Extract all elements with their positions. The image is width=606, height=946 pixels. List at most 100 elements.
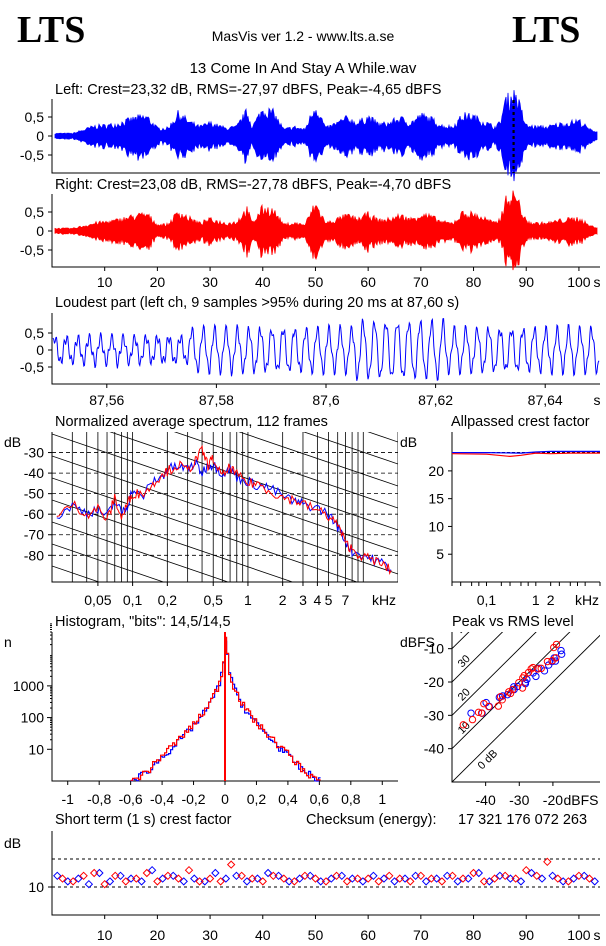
short-crest-point-left — [379, 874, 389, 883]
short-crest-point-right — [437, 877, 447, 886]
short-crest-yunit: dB — [4, 835, 21, 851]
short-crest-point-right — [205, 874, 215, 883]
short-crest-point-left — [53, 871, 62, 881]
peak-rms-point-right — [537, 664, 545, 673]
short-crest-point-right — [174, 874, 183, 883]
loudest-xtick-label: 87,62 — [418, 392, 453, 408]
short-crest-point-right — [321, 877, 331, 886]
spectrum-xtick-label: 7 — [342, 592, 350, 608]
short-crest-point-right — [79, 871, 88, 881]
spectrum-xtick-label: 0,2 — [158, 592, 178, 608]
short-crest-point-right — [427, 874, 436, 883]
peak-rms-point-right — [519, 674, 527, 682]
short-crest-point-right — [153, 877, 162, 886]
short-crest-point-right — [216, 877, 225, 886]
short-crest-point-right — [585, 874, 594, 883]
short-crest-xtick-label: 80 — [466, 927, 482, 943]
spectrum-axes — [51, 432, 398, 583]
peak-rms-ytick-label: -40 — [424, 741, 444, 757]
spectrum-ytick-label: -60 — [24, 506, 44, 522]
histogram-yunit: n — [4, 634, 12, 650]
peak-rms-point-right — [506, 689, 515, 698]
right_waveform-ytick-label: 0 — [36, 223, 44, 239]
peak-rms-xunit: dBFS — [563, 792, 598, 808]
peak-rms-point-right — [494, 702, 503, 710]
histogram-xtick-label: -0,8 — [87, 791, 111, 807]
short-crest-point-right — [248, 874, 257, 883]
short-crest-point-right — [68, 877, 78, 886]
peak-rms-ytick-label: -10 — [424, 641, 444, 657]
short-crest-point-left — [84, 879, 94, 889]
short-crest-point-right — [490, 874, 499, 883]
spectrum-xtick-label: 4 — [313, 592, 321, 608]
short-crest-point-right — [500, 871, 510, 881]
short-crest-point-right — [553, 874, 563, 883]
short-crest-point-right — [269, 871, 278, 881]
loudest-ytick-label: 0 — [36, 342, 44, 358]
spectrum-slope-line — [52, 543, 165, 582]
short-crest-point-left — [179, 877, 188, 886]
spectrum-xtick-label: 0,5 — [203, 592, 223, 608]
peak-rms-point-right — [543, 657, 552, 666]
time-xtick-label: 90 — [518, 274, 534, 290]
short-crest-point-right — [142, 868, 152, 878]
allpassed-ytick-label: 15 — [428, 491, 444, 507]
peak-rms-point-right — [477, 709, 486, 717]
short-crest-point-right — [290, 877, 299, 886]
short-crest-point-left — [548, 871, 557, 881]
spectrum-xtick-label: 2 — [279, 592, 287, 608]
allpassed-xtick-label: 1 — [532, 592, 540, 608]
left-waveform-title: Left: Crest=23,32 dB, RMS=-27,97 dBFS, P… — [55, 82, 442, 98]
spectrum-slope-line — [52, 148, 398, 266]
peak-rms-xtick-label: -40 — [476, 792, 496, 808]
short-crest-point-right — [132, 874, 141, 883]
time-xtick-label: 60 — [360, 274, 376, 290]
short-crest-point-left — [537, 874, 547, 883]
short-crest-point-right — [532, 871, 541, 881]
peak-rms-point-right — [459, 721, 467, 729]
spectrum-slope-line — [52, 455, 398, 575]
peak-rms-point-right — [529, 663, 537, 672]
short-crest-point-right — [100, 879, 109, 889]
short-crest-xunit: s — [594, 927, 601, 943]
left_waveform-ytick-label: -0,5 — [20, 147, 44, 163]
allpassed-xunit: kHz — [575, 592, 599, 608]
spectrum-xtick-label: 3 — [299, 592, 307, 608]
time-xtick-label: 50 — [308, 274, 324, 290]
loudest-xtick-label: 87,58 — [199, 392, 234, 408]
histogram-title: Histogram, "bits": 14,5/14,5 — [55, 614, 231, 630]
short-crest-xtick-label: 70 — [413, 927, 429, 943]
short-crest-point-right — [448, 871, 457, 881]
crest-line-label: 20 — [456, 686, 473, 703]
spectrum-slope-line — [52, 499, 294, 582]
short-crest-point-left — [158, 874, 167, 883]
checksum-label: Checksum (energy): — [306, 812, 437, 828]
left_waveform-ytick-label: 0,5 — [25, 109, 45, 125]
short-crest-axes — [51, 831, 600, 916]
peak-rms-point-right — [496, 693, 505, 701]
peak-rms-point-right — [533, 665, 542, 673]
peak-rms-point-right — [468, 715, 477, 724]
short-crest-point-left — [590, 877, 599, 886]
short-crest-point-left — [527, 868, 536, 878]
peak-rms-point-right — [552, 640, 561, 649]
spectrum-slope-line — [302, 432, 398, 465]
left_waveform-ytick-label: 0 — [36, 128, 44, 144]
short-crest-point-left — [147, 865, 157, 875]
short-crest-point-left — [453, 877, 462, 886]
histogram-xtick-label: -0,4 — [150, 791, 174, 807]
short-crest-xtick-label: 50 — [308, 927, 324, 943]
right_waveform-axes — [51, 194, 600, 268]
file-name: 13 Come In And Stay A While.wav — [189, 60, 417, 77]
allpassed-series-right — [451, 452, 600, 458]
short-crest-point-left — [105, 877, 115, 886]
crest-diagonal — [452, 632, 504, 683]
spectrum-ytick-label: -80 — [24, 547, 44, 563]
spectrum-slope-line — [52, 477, 359, 582]
spectrum-slope-line — [109, 432, 398, 531]
short-crest-point-right — [342, 877, 352, 886]
peak-rms-point-left — [557, 650, 566, 658]
short-crest-point-left — [390, 877, 399, 886]
time-xtick-label: 80 — [466, 274, 482, 290]
right_waveform-series-right — [54, 190, 598, 271]
